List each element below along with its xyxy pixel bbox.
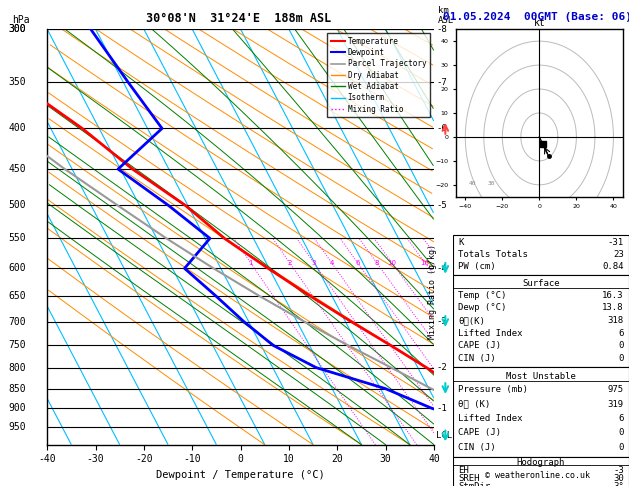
Text: 30°08'N  31°24'E  188m ASL: 30°08'N 31°24'E 188m ASL — [147, 12, 331, 25]
Bar — [453, 457, 629, 486]
Bar — [453, 367, 629, 457]
Text: CAPE (J): CAPE (J) — [458, 429, 501, 437]
Text: © weatheronline.co.uk: © weatheronline.co.uk — [486, 471, 590, 480]
Text: 01.05.2024  00GMT (Base: 06): 01.05.2024 00GMT (Base: 06) — [443, 12, 629, 22]
Text: Pressure (mb): Pressure (mb) — [458, 385, 528, 395]
Text: Mixing Ratio (g/kg): Mixing Ratio (g/kg) — [428, 244, 437, 339]
Text: 800: 800 — [8, 363, 26, 373]
Text: 700: 700 — [8, 316, 26, 327]
Text: 0: 0 — [618, 443, 624, 452]
Text: 16: 16 — [420, 260, 430, 265]
Text: -3: -3 — [613, 466, 624, 475]
Text: 0: 0 — [618, 354, 624, 363]
Bar — [453, 235, 629, 275]
Text: -4: -4 — [436, 264, 447, 273]
Text: 23: 23 — [613, 250, 624, 259]
Text: 4: 4 — [330, 260, 333, 265]
Text: 650: 650 — [8, 291, 26, 301]
Text: StmDir: StmDir — [458, 482, 491, 486]
Text: Lifted Index: Lifted Index — [458, 329, 523, 338]
Text: 10: 10 — [387, 260, 396, 265]
Text: CIN (J): CIN (J) — [458, 443, 496, 452]
Text: 400: 400 — [8, 123, 26, 134]
Text: 3: 3 — [311, 260, 316, 265]
Text: 0: 0 — [618, 429, 624, 437]
Text: 6: 6 — [618, 329, 624, 338]
Text: K: K — [458, 238, 464, 247]
Text: Most Unstable: Most Unstable — [506, 372, 576, 381]
Text: 550: 550 — [8, 233, 26, 243]
Text: -1: -1 — [436, 404, 447, 413]
Text: 0: 0 — [618, 341, 624, 350]
Text: 6: 6 — [618, 414, 624, 423]
Text: LCL: LCL — [436, 432, 452, 440]
Text: km
ASL: km ASL — [438, 6, 454, 25]
Text: 450: 450 — [8, 164, 26, 174]
Text: θᴀ (K): θᴀ (K) — [458, 400, 491, 409]
Text: 750: 750 — [8, 340, 26, 350]
Text: SREH: SREH — [458, 474, 480, 483]
Text: 975: 975 — [608, 385, 624, 395]
Text: 600: 600 — [8, 263, 26, 274]
Text: 3°: 3° — [613, 482, 624, 486]
Text: 2: 2 — [287, 260, 292, 265]
Text: 30: 30 — [613, 474, 624, 483]
Text: 40: 40 — [469, 181, 477, 186]
Text: 300: 300 — [8, 24, 26, 34]
Text: -5: -5 — [436, 201, 447, 210]
Text: hPa: hPa — [13, 15, 30, 25]
Bar — [453, 275, 629, 367]
Text: 350: 350 — [8, 77, 26, 87]
Text: -2: -2 — [436, 363, 447, 372]
Text: -7: -7 — [436, 78, 447, 87]
Text: CAPE (J): CAPE (J) — [458, 341, 501, 350]
Text: Surface: Surface — [522, 279, 560, 288]
Text: Temp (°C): Temp (°C) — [458, 291, 506, 300]
Text: 900: 900 — [8, 403, 26, 413]
Title: kt: kt — [533, 18, 545, 28]
Text: 16.3: 16.3 — [602, 291, 624, 300]
Text: -31: -31 — [608, 238, 624, 247]
Text: 318: 318 — [608, 316, 624, 325]
Text: 6: 6 — [355, 260, 360, 265]
Text: θᴀ(K): θᴀ(K) — [458, 316, 485, 325]
Text: 0.84: 0.84 — [602, 262, 624, 271]
Text: EH: EH — [458, 466, 469, 475]
Text: 950: 950 — [8, 422, 26, 432]
Text: -8: -8 — [436, 25, 447, 34]
Text: Lifted Index: Lifted Index — [458, 414, 523, 423]
Text: 30: 30 — [487, 181, 495, 186]
Legend: Temperature, Dewpoint, Parcel Trajectory, Dry Adiabat, Wet Adiabat, Isotherm, Mi: Temperature, Dewpoint, Parcel Trajectory… — [327, 33, 430, 117]
Text: PW (cm): PW (cm) — [458, 262, 496, 271]
Text: -6: -6 — [436, 124, 447, 133]
Text: 300: 300 — [8, 24, 26, 34]
Text: Hodograph: Hodograph — [517, 458, 565, 467]
Text: -3: -3 — [436, 317, 447, 326]
Text: Totals Totals: Totals Totals — [458, 250, 528, 259]
Text: Dewp (°C): Dewp (°C) — [458, 303, 506, 312]
Text: 1: 1 — [248, 260, 253, 265]
Text: 850: 850 — [8, 383, 26, 394]
X-axis label: Dewpoint / Temperature (°C): Dewpoint / Temperature (°C) — [156, 470, 325, 480]
Text: 13.8: 13.8 — [602, 303, 624, 312]
Text: 500: 500 — [8, 200, 26, 210]
Text: 8: 8 — [374, 260, 379, 265]
Text: CIN (J): CIN (J) — [458, 354, 496, 363]
Text: 319: 319 — [608, 400, 624, 409]
